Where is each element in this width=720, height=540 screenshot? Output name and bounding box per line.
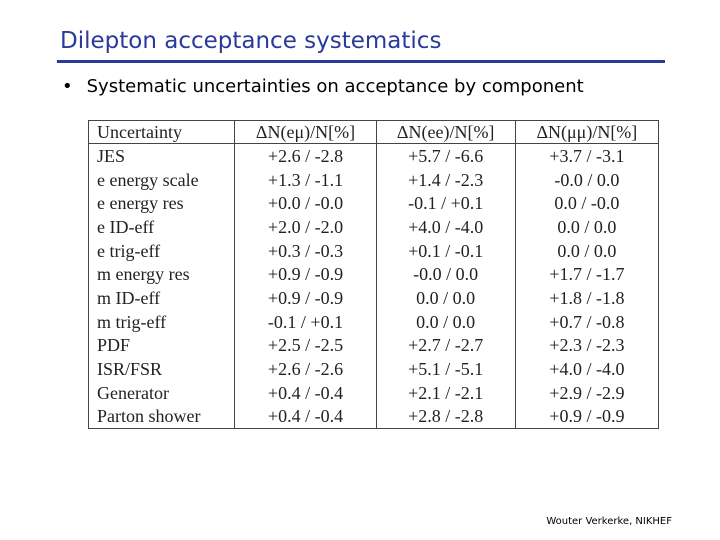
label-cell: e trig-eff xyxy=(87,238,236,263)
table-row: e trig-eff +0.3 / -0.3 +0.1 / -0.1 0.0 / 0.… xyxy=(87,238,660,263)
value-cell: +2.7 / -2.7 xyxy=(375,333,516,358)
label-cell: PDF xyxy=(87,333,236,358)
table-row: ISR/FSR +2.6 / -2.6 +5.1 / -5.1 +4.0 / -4.0 xyxy=(87,357,660,381)
label-cell: m ID-eff xyxy=(87,286,236,310)
value-cell: 0.0 / 0.0 xyxy=(375,286,516,310)
label-cell: e energy scale xyxy=(87,167,236,192)
bullet: • Systematic uncertainties on acceptance … xyxy=(62,76,584,97)
value-cell: +2.9 / -2.9 xyxy=(514,380,660,405)
value-cell: +0.1 / -0.1 xyxy=(375,238,516,263)
value-cell: 0.0 / 0.0 xyxy=(514,215,660,239)
value-cell: +2.6 / -2.6 xyxy=(234,357,377,381)
table-row: JES +2.6 / -2.8 +5.7 / -6.6 +3.7 / -3.1 xyxy=(87,143,660,168)
value-cell: +2.0 / -2.0 xyxy=(234,215,377,239)
value-cell: +1.3 / -1.1 xyxy=(234,167,377,192)
header-cell: ΔN(μμ)/N[%] xyxy=(514,120,660,144)
value-cell: +0.9 / -0.9 xyxy=(514,404,660,430)
label-cell: e ID-eff xyxy=(87,215,236,239)
table: Uncertainty ΔN(eμ)/N[%] ΔN(ee)/N[%] ΔN(μμ)/… xyxy=(87,120,660,430)
label-cell: e energy res xyxy=(87,191,236,216)
label-cell: m trig-eff xyxy=(87,309,236,334)
table-header: Uncertainty ΔN(eμ)/N[%] ΔN(ee)/N[%] ΔN(μμ)/… xyxy=(87,120,660,144)
value-cell: -0.0 / 0.0 xyxy=(514,167,660,192)
table-body: JES +2.6 / -2.8 +5.7 / -6.6 +3.7 / -3.1 e en… xyxy=(87,143,660,430)
slide-title: Dilepton acceptance systematics xyxy=(60,28,442,54)
value-cell: +1.8 / -1.8 xyxy=(514,286,660,310)
value-cell: -0.1 / +0.1 xyxy=(234,309,377,334)
table-row: PDF +2.5 / -2.5 +2.7 / -2.7 +2.3 / -2.3 xyxy=(87,333,660,358)
header-cell: ΔN(eμ)/N[%] xyxy=(234,120,377,144)
table-row: m energy res +0.9 / -0.9 -0.0 / 0.0 +1.7 / … xyxy=(87,262,660,287)
value-cell: +2.1 / -2.1 xyxy=(375,380,516,405)
value-cell: 0.0 / 0.0 xyxy=(375,309,516,334)
bullet-text: Systematic uncertainties on acceptance b… xyxy=(86,76,584,97)
value-cell: +1.4 / -2.3 xyxy=(375,167,516,192)
value-cell: +0.9 / -0.9 xyxy=(234,286,377,310)
value-cell: +2.5 / -2.5 xyxy=(234,333,377,358)
value-cell: -0.0 / 0.0 xyxy=(375,262,516,287)
value-cell: +3.7 / -3.1 xyxy=(514,143,660,168)
value-cell: +0.3 / -0.3 xyxy=(234,238,377,263)
table-row: m trig-eff -0.1 / +0.1 0.0 / 0.0 +0.7 / -0.… xyxy=(87,309,660,334)
value-cell: 0.0 / 0.0 xyxy=(514,238,660,263)
value-cell: +5.1 / -5.1 xyxy=(375,357,516,381)
value-cell: +5.7 / -6.6 xyxy=(375,143,516,168)
value-cell: -0.1 / +0.1 xyxy=(375,191,516,216)
label-cell: ISR/FSR xyxy=(87,357,236,381)
table-row: m ID-eff +0.9 / -0.9 0.0 / 0.0 +1.8 / -1.8 xyxy=(87,286,660,310)
value-cell: +2.6 / -2.8 xyxy=(234,143,377,168)
value-cell: +4.0 / -4.0 xyxy=(514,357,660,381)
value-cell: 0.0 / -0.0 xyxy=(514,191,660,216)
table-row: e ID-eff +2.0 / -2.0 +4.0 / -4.0 0.0 / 0.0 xyxy=(87,215,660,239)
value-cell: +2.8 / -2.8 xyxy=(375,404,516,430)
label-cell: m energy res xyxy=(87,262,236,287)
table-row: e energy scale +1.3 / -1.1 +1.4 / -2.3 -0.0… xyxy=(87,167,660,192)
value-cell: +0.0 / -0.0 xyxy=(234,191,377,216)
label-cell: JES xyxy=(87,143,236,168)
footer: Wouter Verkerke, NIKHEF xyxy=(546,516,672,527)
table-row: Generator +0.4 / -0.4 +2.1 / -2.1 +2.9 / -2… xyxy=(87,380,660,405)
title-rule xyxy=(57,60,665,63)
table-row: e energy res +0.0 / -0.0 -0.1 / +0.1 0.0 / … xyxy=(87,191,660,216)
header-cell: ΔN(ee)/N[%] xyxy=(375,120,516,144)
value-cell: +0.4 / -0.4 xyxy=(234,404,377,430)
table-row: Parton shower +0.4 / -0.4 +2.8 / -2.8 +0.9 … xyxy=(87,404,660,430)
value-cell: +4.0 / -4.0 xyxy=(375,215,516,239)
value-cell: +2.3 / -2.3 xyxy=(514,333,660,358)
value-cell: +0.4 / -0.4 xyxy=(234,380,377,405)
value-cell: +0.9 / -0.9 xyxy=(234,262,377,287)
label-cell: Generator xyxy=(87,380,236,405)
header-cell: Uncertainty xyxy=(87,120,236,144)
value-cell: +1.7 / -1.7 xyxy=(514,262,660,287)
label-cell: Parton shower xyxy=(87,404,236,430)
value-cell: +0.7 / -0.8 xyxy=(514,309,660,334)
